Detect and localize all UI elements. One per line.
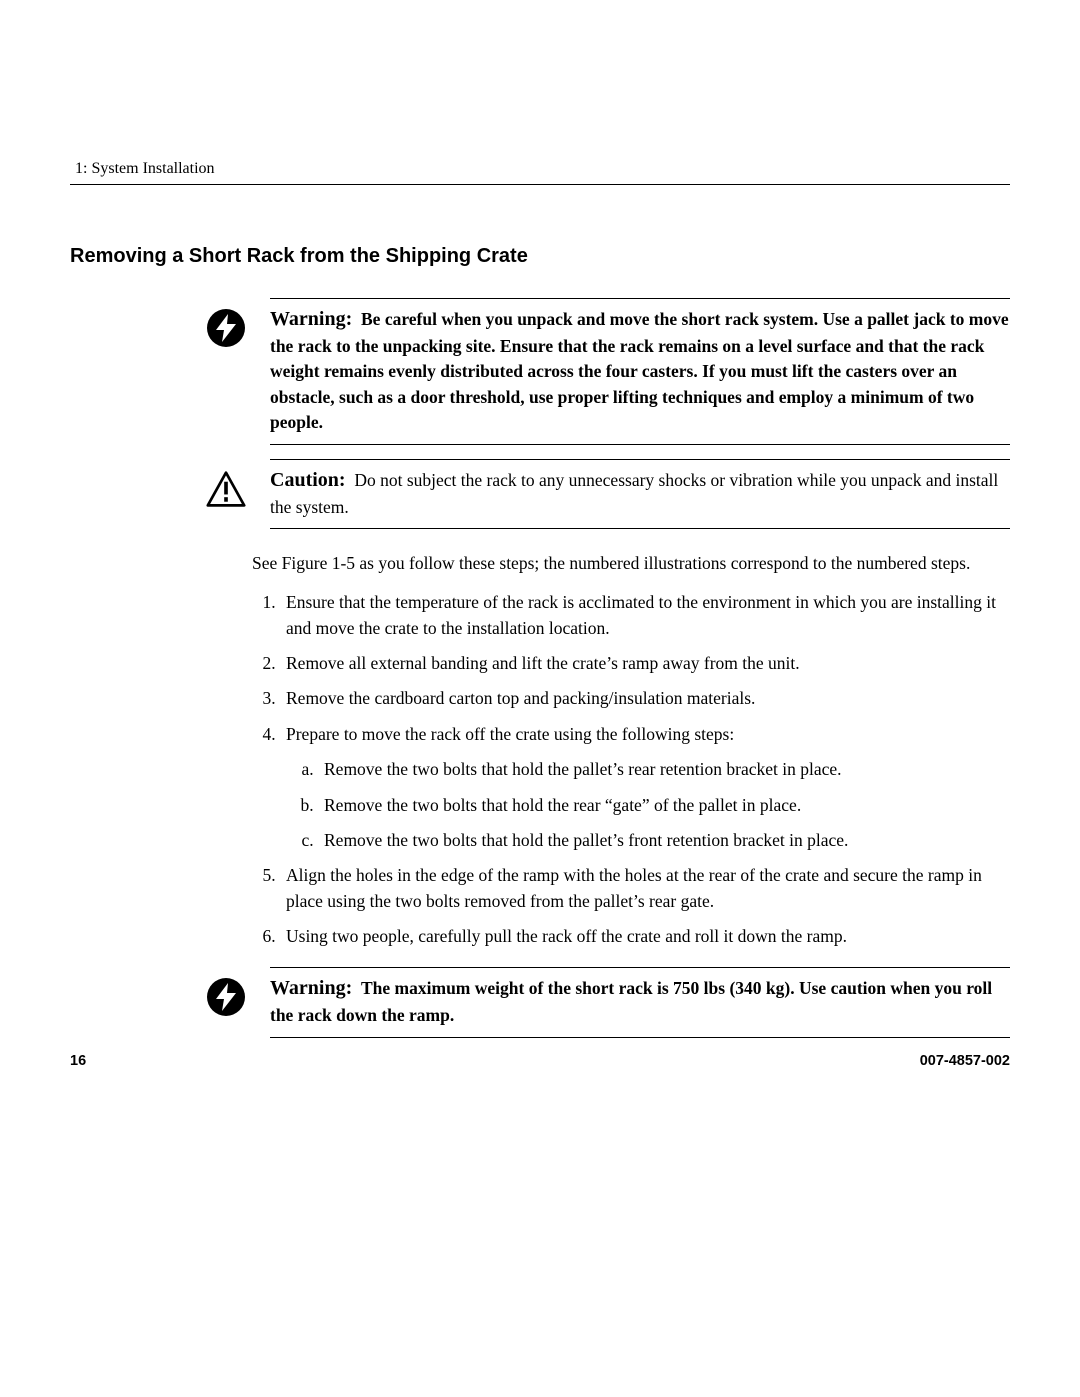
- admonition-body: Warning: Be careful when you unpack and …: [270, 298, 1010, 445]
- admonition-body: Caution: Do not subject the rack to any …: [270, 459, 1010, 529]
- admonition-bottom-rule: [270, 1037, 1010, 1038]
- caution-triangle-icon: [204, 459, 248, 509]
- substep-text: Remove the two bolts that hold the palle…: [324, 830, 848, 850]
- admonition-message: The maximum weight of the short rack is …: [270, 978, 992, 1025]
- header-rule: [70, 184, 1010, 185]
- admonition-lead: Warning:: [270, 308, 352, 330]
- step-text: Ensure that the temperature of the rack …: [286, 592, 996, 637]
- admonition-lead: Caution:: [270, 469, 346, 491]
- step-text: Using two people, carefully pull the rac…: [286, 926, 847, 946]
- step-text: Remove all external banding and lift the…: [286, 653, 800, 673]
- substep-text: Remove the two bolts that hold the rear …: [324, 795, 801, 815]
- intro-paragraph: See Figure 1-5 as you follow these steps…: [252, 551, 1010, 576]
- admonition-text: Warning: The maximum weight of the short…: [270, 968, 1010, 1036]
- admonition-warning-2: Warning: The maximum weight of the short…: [70, 967, 1010, 1037]
- warning-bolt-icon: [204, 967, 248, 1017]
- step-item: Using two people, carefully pull the rac…: [280, 924, 1010, 949]
- ordered-steps: Ensure that the temperature of the rack …: [252, 590, 1010, 949]
- admonition-bottom-rule: [270, 444, 1010, 445]
- substep-item: Remove the two bolts that hold the rear …: [318, 793, 1010, 818]
- substep-item: Remove the two bolts that hold the palle…: [318, 828, 1010, 853]
- warning-bolt-icon: [204, 298, 248, 348]
- step-item: Remove the cardboard carton top and pack…: [280, 686, 1010, 711]
- step-text: Remove the cardboard carton top and pack…: [286, 688, 755, 708]
- running-header: 1: System Installation: [75, 160, 1010, 178]
- admonition-lead: Warning:: [270, 977, 352, 999]
- document-number: 007-4857-002: [920, 1053, 1010, 1069]
- admonition-message: Do not subject the rack to any unnecessa…: [270, 470, 998, 517]
- section-title: Removing a Short Rack from the Shipping …: [70, 245, 1010, 268]
- step-item: Remove all external banding and lift the…: [280, 651, 1010, 676]
- step-item: Prepare to move the rack off the crate u…: [280, 722, 1010, 854]
- admonition-caution: Caution: Do not subject the rack to any …: [70, 459, 1010, 529]
- step-item: Ensure that the temperature of the rack …: [280, 590, 1010, 641]
- admonition-text: Caution: Do not subject the rack to any …: [270, 460, 1010, 528]
- substep-item: Remove the two bolts that hold the palle…: [318, 757, 1010, 782]
- admonition-text: Warning: Be careful when you unpack and …: [270, 299, 1010, 444]
- substep-text: Remove the two bolts that hold the palle…: [324, 759, 842, 779]
- document-page: 1: System Installation Removing a Short …: [0, 0, 1080, 1397]
- admonition-body: Warning: The maximum weight of the short…: [270, 967, 1010, 1037]
- admonition-bottom-rule: [270, 528, 1010, 529]
- admonition-warning-1: Warning: Be careful when you unpack and …: [70, 298, 1010, 445]
- page-number: 16: [70, 1053, 86, 1069]
- ordered-substeps: Remove the two bolts that hold the palle…: [286, 757, 1010, 853]
- admonition-message: Be careful when you unpack and move the …: [270, 309, 1009, 432]
- page-footer: 16 007-4857-002: [70, 1053, 1010, 1069]
- step-text: Align the holes in the edge of the ramp …: [286, 865, 982, 910]
- step-item: Align the holes in the edge of the ramp …: [280, 863, 1010, 914]
- step-text: Prepare to move the rack off the crate u…: [286, 724, 734, 744]
- body-content: See Figure 1-5 as you follow these steps…: [252, 551, 1010, 950]
